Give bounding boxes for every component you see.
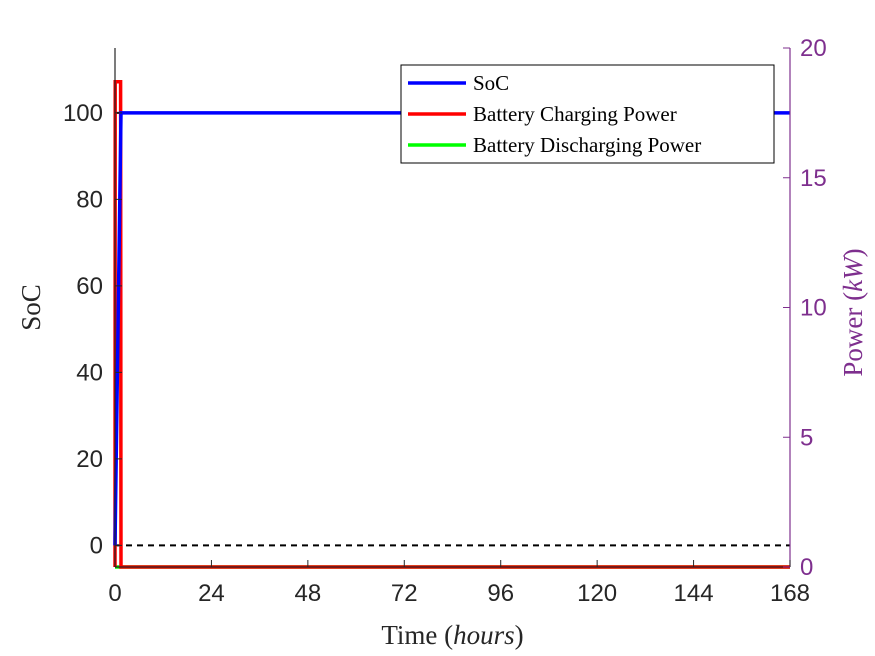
right-y-axis-label: Power (kW) <box>838 248 868 376</box>
x-tick-label: 120 <box>577 580 617 607</box>
series-line-soc <box>113 111 790 546</box>
right-y-tick-label: 10 <box>800 295 827 322</box>
left-y-tick-label: 60 <box>76 273 103 300</box>
legend-label-battery-discharging-power: Battery Discharging Power <box>473 133 701 157</box>
x-tick-label: 48 <box>295 580 322 607</box>
x-tick-label: 0 <box>108 580 121 607</box>
left-y-tick-label: 80 <box>76 186 103 213</box>
x-tick-label: 144 <box>674 580 714 607</box>
x-tick-label: 72 <box>391 580 418 607</box>
left-y-axis-label: SoC <box>16 284 46 331</box>
left-y-tick-label: 20 <box>76 446 103 473</box>
axis-labels: Time (hours) SoC Power (kW) <box>16 248 868 650</box>
x-axis-label: Time (hours) <box>381 620 523 650</box>
x-tick-label: 24 <box>198 580 225 607</box>
left-y-tick-label: 100 <box>63 100 103 127</box>
right-y-tick-label: 5 <box>800 424 813 451</box>
legend-label-battery-charging-power: Battery Charging Power <box>473 102 677 126</box>
legend: SoC Battery Charging Power Battery Dischar… <box>400 64 775 164</box>
x-tick-label: 96 <box>487 580 514 607</box>
reference-lines <box>115 111 790 547</box>
right-y-tick-label: 20 <box>800 35 827 62</box>
left-y-tick-label: 40 <box>76 359 103 386</box>
left-y-tick-label: 0 <box>90 532 103 559</box>
right-y-tick-label: 0 <box>800 554 813 581</box>
right-y-tick-label: 15 <box>800 165 827 192</box>
legend-label-soc: SoC <box>473 71 509 95</box>
x-tick-label: 168 <box>770 580 810 607</box>
